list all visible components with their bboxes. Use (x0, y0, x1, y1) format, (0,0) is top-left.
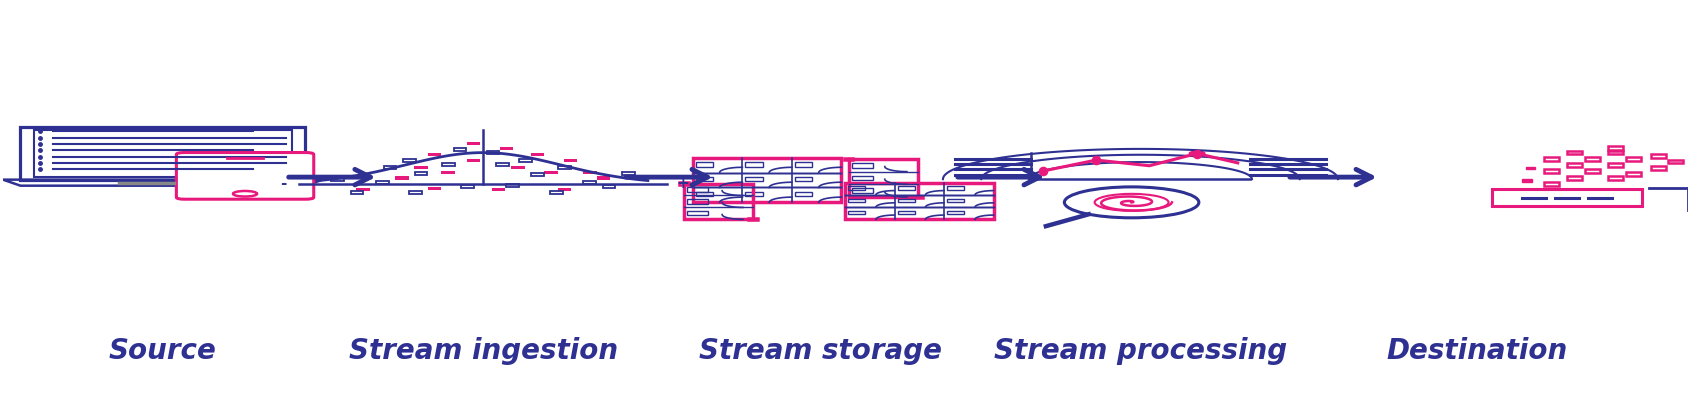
Polygon shape (467, 159, 480, 162)
Polygon shape (563, 159, 577, 162)
Text: Stream storage: Stream storage (698, 338, 942, 365)
Point (1082, 157, 1109, 163)
Polygon shape (597, 176, 610, 180)
Text: -: - (281, 176, 287, 191)
FancyBboxPatch shape (176, 152, 315, 199)
Polygon shape (492, 188, 506, 191)
Polygon shape (428, 153, 441, 156)
Polygon shape (414, 166, 428, 169)
Polygon shape (1522, 179, 1532, 182)
Text: Destination: Destination (1387, 338, 1568, 365)
Polygon shape (531, 153, 545, 156)
Polygon shape (396, 176, 409, 180)
Polygon shape (583, 171, 597, 174)
Polygon shape (1525, 167, 1535, 169)
Polygon shape (558, 188, 572, 191)
Polygon shape (357, 188, 370, 191)
Point (1184, 151, 1211, 157)
Polygon shape (441, 171, 455, 174)
Text: Stream processing: Stream processing (994, 338, 1287, 365)
Polygon shape (428, 187, 441, 190)
Text: Stream ingestion: Stream ingestion (348, 338, 617, 365)
Polygon shape (545, 171, 558, 174)
Polygon shape (1491, 189, 1642, 206)
Polygon shape (499, 147, 512, 150)
Point (1030, 168, 1057, 174)
Text: +: + (676, 176, 690, 191)
Text: Source: Source (108, 338, 216, 365)
Polygon shape (511, 166, 524, 169)
Polygon shape (467, 142, 480, 145)
